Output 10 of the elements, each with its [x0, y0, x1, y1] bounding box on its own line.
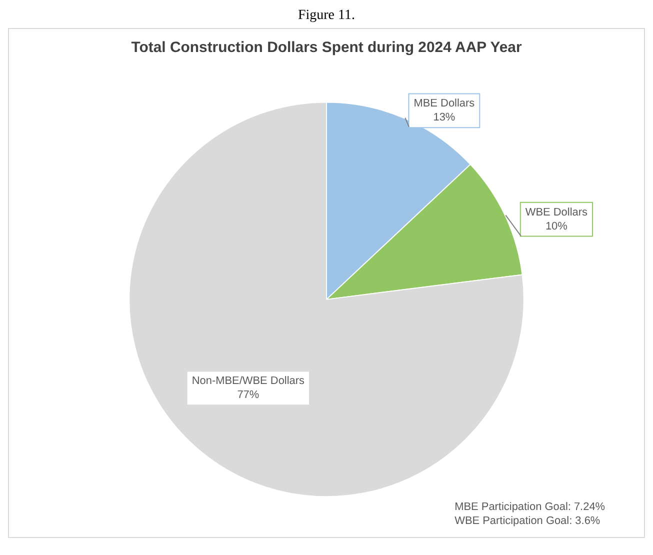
slice-label: WBE Dollars — [525, 206, 588, 218]
text: MBE Participation Goal: 7.24% — [454, 501, 606, 514]
data-label: 13% — [433, 112, 456, 124]
caption: Figure 11. — [296, 8, 356, 25]
data-label: 77% — [237, 389, 260, 402]
slice-label: MBE Dollars — [414, 98, 476, 110]
chart-title: Total Construction Dollars Spent during 2024 AAP Year — [131, 39, 522, 56]
slice-label: Non-MBE/WBE Dollars — [192, 375, 306, 388]
data-label: 10% — [545, 220, 568, 232]
text: WBE Participation Goal: 3.6% — [454, 515, 600, 528]
